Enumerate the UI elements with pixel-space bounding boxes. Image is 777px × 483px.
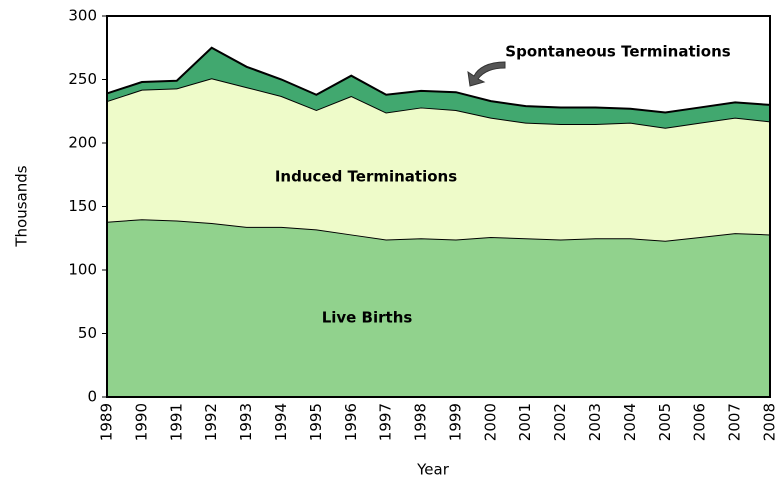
x-tick-label: 2001 [516, 403, 534, 441]
x-tick-label: 1994 [272, 403, 290, 441]
x-tick-label: 1998 [412, 403, 430, 441]
x-tick-label: 1993 [237, 403, 255, 441]
x-tick-label: 2007 [726, 403, 744, 441]
x-tick-label: 1999 [446, 403, 464, 441]
x-tick-label: 2006 [691, 403, 709, 441]
x-tick-label: 2008 [761, 403, 777, 441]
y-tick-label: 0 [87, 388, 97, 406]
y-tick-label: 200 [68, 134, 97, 152]
x-tick-label: 1989 [98, 403, 116, 441]
x-tick-label: 1991 [167, 403, 185, 441]
x-tick-label: 2003 [586, 403, 604, 441]
area-top-line [106, 46, 771, 114]
y-axis-label: Thousands [13, 165, 31, 247]
x-tick-label: 1990 [132, 403, 150, 441]
y-tick-label: 300 [68, 7, 97, 25]
x-axis-label: Year [416, 461, 450, 479]
x-tick-label: 1995 [307, 403, 325, 441]
x-tick-label: 2002 [551, 403, 569, 441]
arrow-icon [467, 61, 506, 87]
x-tick-label: 1992 [202, 403, 220, 441]
area [107, 78, 770, 241]
x-tick-label: 2005 [656, 403, 674, 441]
area [107, 47, 770, 128]
y-tick-label: 250 [68, 70, 97, 88]
y-tick-label: 150 [68, 197, 97, 215]
x-tick-label: 1996 [342, 403, 360, 441]
x-tick-label: 1997 [377, 403, 395, 441]
y-tick-label: 100 [68, 261, 97, 279]
x-tick-label: 2004 [621, 403, 639, 441]
area [107, 219, 770, 397]
x-tick-label: 2000 [481, 403, 499, 441]
y-tick-label: 50 [78, 324, 97, 342]
series-label: Induced Terminations [275, 168, 457, 186]
series-label: Live Births [322, 309, 413, 327]
series-label: Spontaneous Terminations [505, 43, 730, 61]
